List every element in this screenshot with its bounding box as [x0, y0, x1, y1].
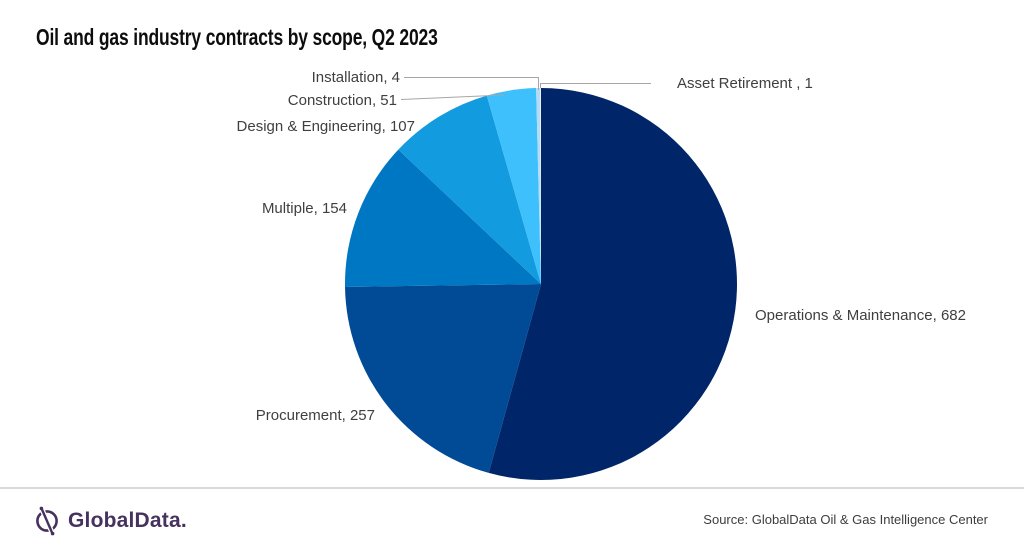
- pie-slice-procurement: [345, 284, 541, 473]
- pie-slice-installation: [536, 88, 541, 284]
- pie-slice-operations-maintenance: [488, 88, 738, 481]
- globaldata-globe-icon: [36, 506, 58, 536]
- source-text: Source: GlobalData Oil & Gas Intelligenc…: [703, 512, 988, 527]
- globaldata-logo-text: GlobalData.: [68, 509, 187, 532]
- slice-label-installation: Installation, 4: [311, 69, 400, 86]
- pie-slices: [344, 87, 738, 481]
- footer-divider: [0, 487, 1024, 489]
- pie-slice-design-engineering: [398, 95, 541, 284]
- slice-label-procurement: Procurement, 257: [255, 407, 375, 424]
- pie-slice-multiple: [344, 149, 541, 287]
- leader-line-construction: [400, 94, 505, 100]
- pie-slice-asset-retirement: [540, 87, 541, 284]
- leader-line-asset-retirement: [540, 83, 651, 88]
- leader-line-installation: [404, 77, 539, 90]
- slice-label-asset-retirement: Asset Retirement , 1: [677, 75, 813, 92]
- slice-label-operations-maintenance: Operations & Maintenance, 682: [755, 307, 966, 324]
- slice-label-design-engineering: Design & Engineering, 107: [236, 118, 415, 135]
- chart-title: Oil and gas industry contracts by scope,…: [36, 24, 438, 50]
- slice-label-construction: Construction, 51: [287, 92, 397, 109]
- slice-label-multiple: Multiple, 154: [261, 200, 347, 217]
- globaldata-logo: GlobalData.: [34, 503, 187, 539]
- pie-slice-construction: [486, 88, 541, 284]
